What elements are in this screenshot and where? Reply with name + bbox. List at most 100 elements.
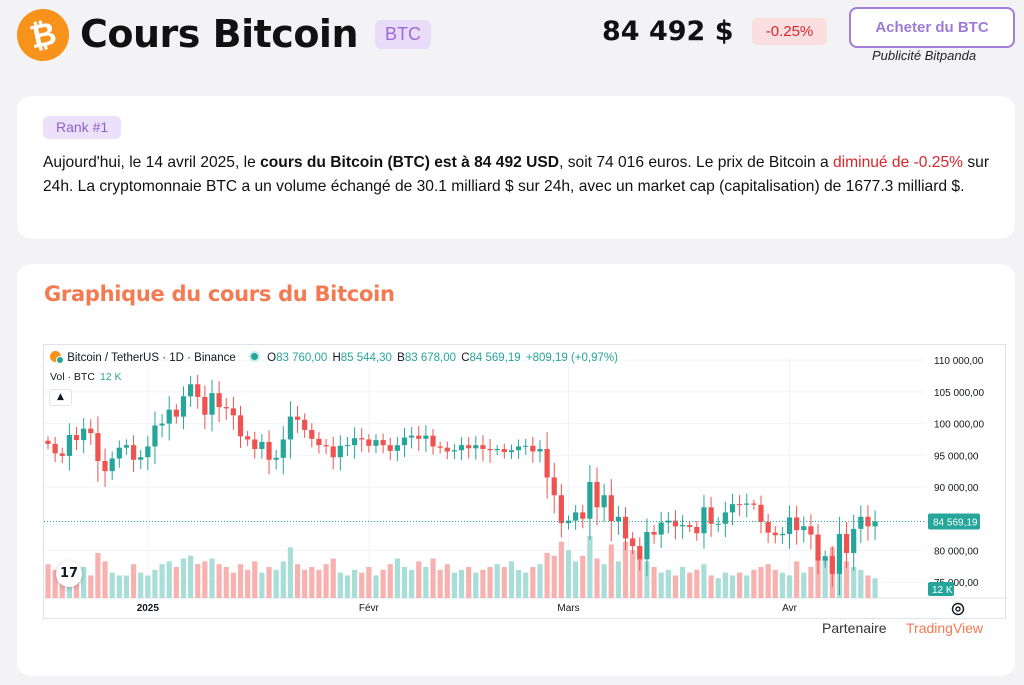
volume-bar	[701, 564, 707, 598]
volume-bar	[302, 569, 308, 598]
volume-bar	[52, 569, 58, 598]
candle-body	[330, 446, 336, 458]
volume-bar	[451, 572, 458, 598]
volume-bar	[88, 575, 94, 598]
volume-bar	[523, 572, 529, 598]
volume-bar	[287, 547, 294, 598]
candle-body	[523, 445, 529, 447]
collapse-legend-button[interactable]: ▲	[49, 389, 72, 406]
candle-body	[515, 446, 522, 451]
volume-bar	[872, 578, 878, 598]
ohlc-high: H85 544,30	[332, 352, 392, 364]
market-open-icon	[250, 353, 258, 360]
volume-bar	[259, 572, 265, 598]
candle-body	[287, 416, 294, 440]
volume-bar	[558, 541, 564, 598]
chart-heading: Graphique du cours du Bitcoin	[44, 282, 395, 306]
volume-bar	[765, 564, 771, 598]
candle-body	[544, 448, 550, 478]
candle-body	[758, 504, 764, 522]
y-tick-label: 105 000,00	[934, 388, 984, 399]
candle-body	[615, 516, 621, 522]
candle-body	[166, 409, 172, 424]
candle-body	[744, 503, 750, 505]
volume-bar	[580, 555, 586, 598]
current-volume-tag	[928, 582, 954, 596]
symbol-description[interactable]: Bitcoin / TetherUS · 1D · Binance	[67, 352, 236, 364]
volume-bar	[851, 567, 857, 598]
partner-label: Partenaire	[822, 620, 887, 636]
volume-bar	[665, 569, 671, 598]
volume-bar	[173, 567, 179, 598]
candle-body	[580, 512, 586, 519]
y-tick-label: 75 000,00	[934, 578, 979, 589]
summary-text-part: Aujourd'hui, le 14 avril 2025, le	[43, 154, 261, 171]
volume-bar	[230, 572, 236, 598]
summary-text: Aujourd'hui, le 14 avril 2025, le cours …	[43, 151, 993, 199]
volume-bar	[473, 572, 479, 598]
x-tick-label: Févr	[359, 603, 380, 614]
candle-body	[708, 507, 714, 524]
volume-bar	[644, 561, 650, 598]
candle-body	[195, 384, 201, 397]
candle-body	[808, 526, 814, 535]
volume-bar	[672, 575, 679, 598]
candle-body	[672, 520, 679, 527]
chart-settings-icon[interactable]	[950, 601, 966, 617]
candle-body	[444, 447, 450, 452]
candle-body	[216, 393, 222, 408]
candle-body	[801, 526, 807, 531]
y-tick-label: 95 000,00	[934, 451, 979, 462]
volume-bar	[309, 567, 315, 598]
volume-bar	[601, 564, 607, 598]
candle-body	[458, 445, 465, 451]
buy-btc-button[interactable]: Acheter du BTC	[849, 7, 1015, 48]
volume-bar	[843, 561, 850, 598]
candle-body	[223, 407, 229, 409]
candle-body	[116, 447, 122, 459]
candle-body	[123, 445, 130, 448]
candle-body	[373, 440, 379, 446]
candle-body	[173, 409, 179, 417]
candle-body	[815, 534, 821, 561]
x-tick-label: 2025	[137, 603, 160, 614]
candle-body	[66, 435, 72, 456]
candle-body	[202, 396, 208, 415]
candle-body	[180, 396, 187, 417]
volume-bar	[622, 541, 629, 598]
volume-bar	[508, 561, 515, 598]
ohlc-open: O83 760,00	[267, 352, 328, 364]
volume-bar	[751, 569, 757, 598]
candle-body	[622, 516, 629, 539]
ohlc-change: +809,19 (+0,97%)	[525, 352, 618, 364]
volume-bar	[73, 578, 80, 598]
candle-body	[52, 443, 58, 454]
tradingview-widget[interactable]: 110 000,00 105 000,00 100 000,00 95 000,00 9…	[43, 344, 1007, 620]
volume-bar	[409, 569, 415, 598]
volume-bar	[152, 569, 158, 598]
volume-bar	[722, 572, 728, 598]
tradingview-link[interactable]: TradingView	[906, 620, 984, 636]
price-chart[interactable]: 110 000,00 105 000,00 100 000,00 95 000,00 9…	[44, 345, 1007, 620]
volume-bar	[615, 561, 621, 598]
candle-body	[466, 445, 472, 449]
volume-bar	[515, 569, 522, 598]
volume-bar	[366, 567, 372, 598]
y-tick-label: 90 000,00	[934, 483, 979, 494]
volume-bar	[573, 561, 579, 598]
candle-body	[601, 495, 607, 508]
volume-bar	[737, 572, 743, 598]
volume-bar	[95, 552, 101, 598]
volume-bar	[394, 558, 400, 598]
candle-body	[237, 415, 244, 437]
volume-bar	[351, 569, 358, 598]
summary-text-part: , soit 74 016 euros. Le prix de Bitcoin …	[559, 154, 833, 171]
candle-body	[138, 457, 144, 460]
volume-bar	[444, 564, 450, 598]
candle-body	[252, 439, 258, 449]
candle-body	[737, 504, 743, 506]
candle-body	[473, 445, 479, 449]
tradingview-logo-icon[interactable]: 17	[56, 561, 82, 587]
volume-bar	[594, 558, 600, 598]
ohlc-close: C84 569,19	[461, 352, 521, 364]
